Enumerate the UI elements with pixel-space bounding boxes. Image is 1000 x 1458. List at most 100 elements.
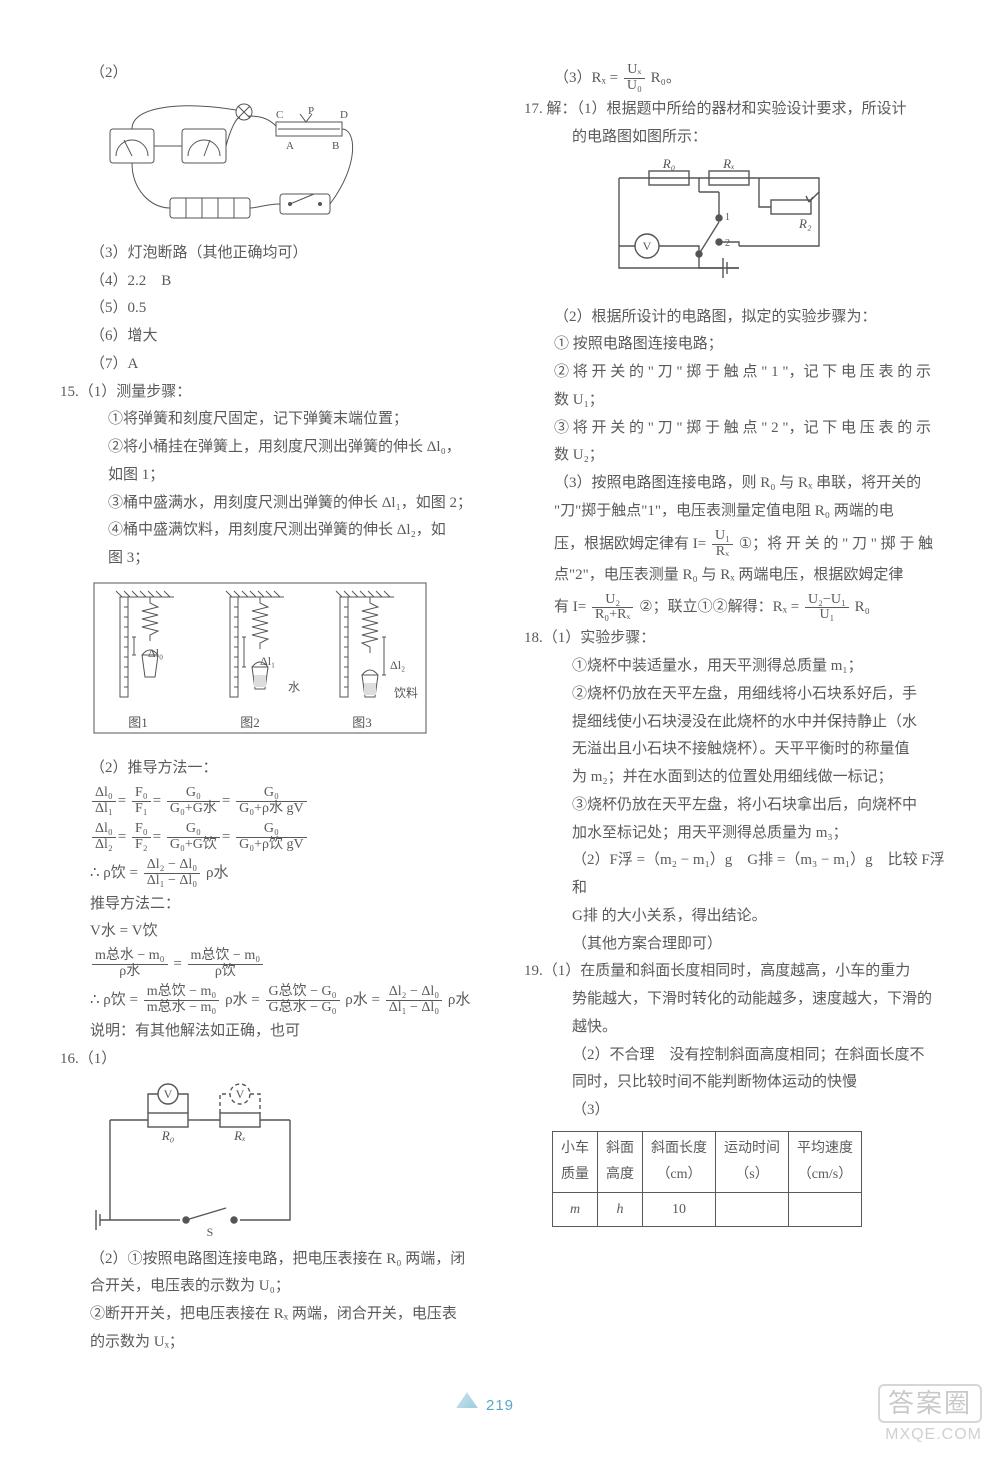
th-mass: 小车质量 xyxy=(553,1131,598,1192)
figure-springs: Δl₀ 图1 xyxy=(90,579,496,749)
method2-head: 推导方法二： xyxy=(60,891,496,919)
label-water: 水 xyxy=(288,680,300,694)
q18-s2c: 无溢出且小石块不接触烧杯）。天平平衡时的称量值 xyxy=(524,736,960,764)
q17-v: V xyxy=(643,239,652,253)
watermark: 答案圈 MXQE.COM xyxy=(878,1384,982,1444)
r2b: 的示数为 Uₓ； xyxy=(60,1329,496,1357)
r2a: ②断开开关，把电压表接在 Rₓ 两端，闭合开关，电压表 xyxy=(60,1301,496,1329)
q18-s2a: ②烧杯仍放在天平左盘，用细线将小石块系好后，手 xyxy=(524,681,960,709)
label-v2: V xyxy=(236,1087,245,1101)
r1: 合开关，电压表的示数为 U₀； xyxy=(60,1273,496,1301)
q18-head: 18.（1）实验步骤： xyxy=(524,625,960,653)
q17-3c: 压，根据欧姆定律有 I= U₁Rₓ ①；将 开 关 的 " 刀 " 掷 于 触 xyxy=(524,526,960,562)
q17-head: 17. 解：（1）根据题中所给的器材和实验设计要求，所设计 xyxy=(524,96,960,124)
q19-table: 小车质量 斜面高度 斜面长度（cm） 运动时间（s） 平均速度（cm/s） m … xyxy=(552,1131,862,1228)
q18-s3a: ③烧杯仍放在天平左盘，将小石块拿出后，向烧杯中 xyxy=(524,792,960,820)
figure-q16-circuit: V V R₀ Rₓ S xyxy=(90,1080,496,1240)
q15-step-4a: ④桶中盛满饮料，用刻度尺测出弹簧的伸长 Δl₂，如 xyxy=(60,517,496,545)
q18-2b: G排 的大小关系，得出结论。 xyxy=(524,903,960,931)
q15-step-3: ③桶中盛满水，用刻度尺测出弹簧的伸长 Δl₁，如图 2； xyxy=(60,490,496,518)
q18-2a: （2）F浮 =（m₂ − m₁）g G排 =（m₃ − m₁）g 比较 F浮 和 xyxy=(524,847,960,903)
q19-1a: 19.（1）在质量和斜面长度相同时，高度越高，小车的重力 xyxy=(524,958,960,986)
q15-head: 15.（1）测量步骤： xyxy=(60,379,496,407)
figure-circuit-meters: C D A B P xyxy=(90,94,496,234)
td-height: h xyxy=(598,1192,643,1227)
q15-step-4b: 图 3； xyxy=(60,545,496,573)
q15-2-head: （2）推导方法一： xyxy=(60,755,496,783)
caption-fig1: 图1 xyxy=(128,715,148,730)
item-7: （7）A xyxy=(60,351,496,379)
q17-3b: "刀"掷于触点"1"，电压表测量定值电阻 R₀ 两端的电 xyxy=(524,498,960,526)
q18-s1: ①烧杯中装适量水，用天平测得总质量 m₁； xyxy=(524,653,960,681)
q15-step-2b: 如图 1； xyxy=(60,462,496,490)
item-2: （2） xyxy=(60,60,496,88)
q17-3d: 点"2"，电压表测量 R₀ 与 Rₓ 两端电压，根据欧姆定律 xyxy=(524,562,960,590)
equation-2: Δl₀Δl₂= F₀F₂= G₀G₀+G饮= G₀G₀+ρ饮 gV xyxy=(60,819,496,855)
q17-rx: Rₓ xyxy=(722,158,735,171)
equation-3: ∴ ρ饮 = Δl₂ − Δl₀Δl₁ − Δl₀ ρ水 xyxy=(60,855,496,891)
q19-1c: 越快。 xyxy=(524,1014,960,1042)
svg-text:2: 2 xyxy=(725,238,730,249)
th-time: 运动时间（s） xyxy=(716,1131,789,1192)
two-column-body: （2） C D A xyxy=(60,60,960,1360)
label-drink: 饮料 xyxy=(394,686,418,700)
q18-note: （其他方案合理即可） xyxy=(524,931,960,959)
label-dl0: Δl₀ xyxy=(148,646,163,660)
svg-text:1: 1 xyxy=(725,212,730,223)
equation-5: ∴ ρ饮 = m总饮 − m₀m总水 − m₀ ρ水 = G总饮 − G₀G总水… xyxy=(60,982,496,1018)
q19-3: （3） xyxy=(524,1097,960,1125)
item-4: （4）2.2 B xyxy=(60,268,496,296)
svg-text:C: C xyxy=(276,109,283,121)
table-row: m h 10 xyxy=(553,1192,862,1227)
q15-note: 说明：有其他解法如正确，也可 xyxy=(60,1018,496,1046)
q17-r2: R₂ xyxy=(798,216,812,231)
svg-text:B: B xyxy=(332,140,339,152)
svg-text:P: P xyxy=(308,105,314,117)
q16-2: （2）①按照电路图连接电路，把电压表接在 R₀ 两端，闭 xyxy=(60,1246,496,1274)
q19-2b: 同时，只比较时间不能判断物体运动的快慢 xyxy=(524,1069,960,1097)
td-speed xyxy=(789,1192,862,1227)
q16-head: 16.（1） xyxy=(60,1046,496,1074)
q19-2a: （2）不合理 没有控制斜面高度相同；在斜面长度不 xyxy=(524,1042,960,1070)
watermark-url: MXQE.COM xyxy=(878,1425,982,1444)
td-length: 10 xyxy=(643,1192,716,1227)
label-r0: R₀ xyxy=(161,1128,174,1143)
svg-text:A: A xyxy=(286,140,294,152)
td-mass: m xyxy=(553,1192,598,1227)
item-5: （5）0.5 xyxy=(60,295,496,323)
item-6: （6）增大 xyxy=(60,323,496,351)
q18-s3b: 加水至标记处；用天平测得总质量为 m₃； xyxy=(524,820,960,848)
q17-s3a: ③ 将 开 关 的 " 刀 " 掷 于 触 点 " 2 "，记 下 电 压 表 … xyxy=(524,415,960,443)
label-dl1: Δl₁ xyxy=(260,654,275,668)
label-rx: Rₓ xyxy=(233,1128,246,1143)
equation-v: V水 = V饮 xyxy=(60,918,496,946)
q17-r0: R₀ xyxy=(662,158,675,171)
q17-2: （2）根据所设计的电路图，拟定的实验步骤为： xyxy=(524,304,960,332)
q18-s2d: 为 m₂；并在水面到达的位置处用细线做一标记； xyxy=(524,764,960,792)
q17-s1: ① 按照电路图连接电路； xyxy=(524,331,960,359)
page: （2） C D A xyxy=(0,0,1000,1458)
table-header-row: 小车质量 斜面高度 斜面长度（cm） 运动时间（s） 平均速度（cm/s） xyxy=(553,1131,862,1192)
q17-s2b: 数 U₁； xyxy=(524,387,960,415)
watermark-logo: 答案圈 xyxy=(878,1384,982,1423)
figure-q17-circuit: 1 2 R₀ Rₓ R₂ V xyxy=(599,158,960,298)
th-speed: 平均速度（cm/s） xyxy=(789,1131,862,1192)
r3: （3）Rₓ = UₓU₀ R₀。 xyxy=(524,60,960,96)
page-number: 219 xyxy=(486,1392,514,1420)
label-v1: V xyxy=(164,1087,173,1101)
q17-3a: （3）按照电路图连接电路，则 R₀ 与 Rₓ 串联，将开关的 xyxy=(524,470,960,498)
th-length: 斜面长度（cm） xyxy=(643,1131,716,1192)
q17-s2a: ② 将 开 关 的 " 刀 " 掷 于 触 点 " 1 "，记 下 电 压 表 … xyxy=(524,359,960,387)
label-s: S xyxy=(207,1225,214,1239)
td-time xyxy=(716,1192,789,1227)
q17-3e: 有 I= U₂R₀+Rₓ ②；联立①②解得：Rₓ = U₂−U₁U₁ R₀ xyxy=(524,589,960,625)
q18-s2b: 提细线使小石块浸没在此烧杯的水中并保持静止（水 xyxy=(524,709,960,737)
caption-fig3: 图3 xyxy=(352,715,372,730)
label-dl2: Δl₂ xyxy=(390,658,405,672)
q15-step-1: ①将弹簧和刻度尺固定，记下弹簧末端位置； xyxy=(60,406,496,434)
equation-1: Δl₀Δl₁= F₀F₁= G₀G₀+G水= G₀G₀+ρ水 gV xyxy=(60,783,496,819)
caption-fig2: 图2 xyxy=(240,715,260,730)
q17-s3b: 数 U₂； xyxy=(524,442,960,470)
q19-1b: 势能越大，下滑时转化的动能越多，速度越大，下滑的 xyxy=(524,986,960,1014)
th-height: 斜面高度 xyxy=(598,1131,643,1192)
